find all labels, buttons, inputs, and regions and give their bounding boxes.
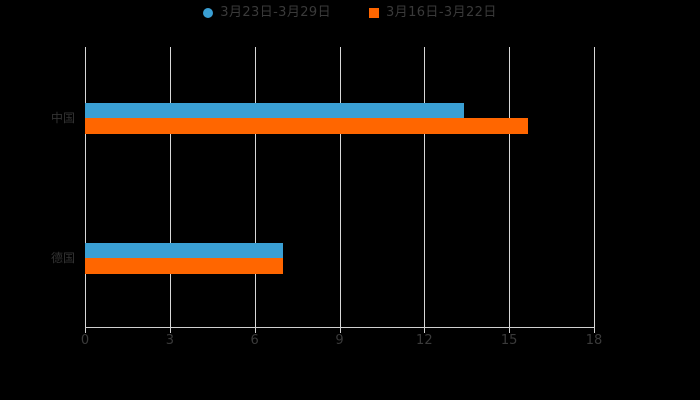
x-tick-mark-0 bbox=[85, 327, 86, 333]
x-tick-mark-18 bbox=[594, 327, 595, 333]
gridline-6 bbox=[254, 47, 256, 327]
category-label-德国: 德国 bbox=[50, 251, 75, 265]
x-tick-label-12: 12 bbox=[416, 333, 433, 348]
gridline-9 bbox=[339, 47, 341, 327]
chart-gridlines bbox=[85, 47, 595, 327]
x-tick-label-3: 3 bbox=[165, 333, 174, 348]
gridline-3 bbox=[169, 47, 171, 327]
gridline-18 bbox=[594, 47, 595, 327]
x-tick-label-0: 0 bbox=[80, 333, 90, 348]
x-tick-mark-6 bbox=[254, 327, 256, 333]
chart-legend: 3月23日-3月29日 3月16日-3月22日 bbox=[0, 6, 700, 19]
x-tick-label-9: 9 bbox=[335, 333, 344, 348]
x-tick-mark-15 bbox=[509, 327, 511, 333]
bar-德国-series-1[interactable] bbox=[85, 242, 283, 258]
x-tick-mark-12 bbox=[424, 327, 426, 333]
category-label-中国: 中国 bbox=[50, 111, 75, 125]
bar-中国-series-1[interactable] bbox=[85, 102, 464, 118]
legend-label-series-1: 3月23日-3月29日 bbox=[220, 5, 331, 20]
legend-circle-marker-icon bbox=[203, 7, 214, 18]
bar-中国-series-2[interactable] bbox=[85, 118, 528, 134]
gridline-0 bbox=[85, 47, 86, 327]
x-tick-mark-9 bbox=[339, 327, 341, 333]
gridline-12 bbox=[424, 47, 426, 327]
chart-plot-area bbox=[85, 47, 594, 327]
gridline-15 bbox=[509, 47, 511, 327]
legend-square-marker-icon bbox=[369, 7, 379, 18]
legend-label-series-2: 3月16日-3月22日 bbox=[386, 5, 497, 20]
x-tick-mark-3 bbox=[169, 327, 171, 333]
legend-item-series-1[interactable]: 3月23日-3月29日 bbox=[203, 6, 331, 19]
x-tick-label-6: 6 bbox=[250, 333, 259, 348]
x-tick-label-15: 15 bbox=[500, 333, 518, 348]
x-tick-label-18: 18 bbox=[585, 333, 603, 348]
legend-item-series-2[interactable]: 3月16日-3月22日 bbox=[369, 6, 497, 19]
bar-德国-series-2[interactable] bbox=[85, 258, 283, 274]
